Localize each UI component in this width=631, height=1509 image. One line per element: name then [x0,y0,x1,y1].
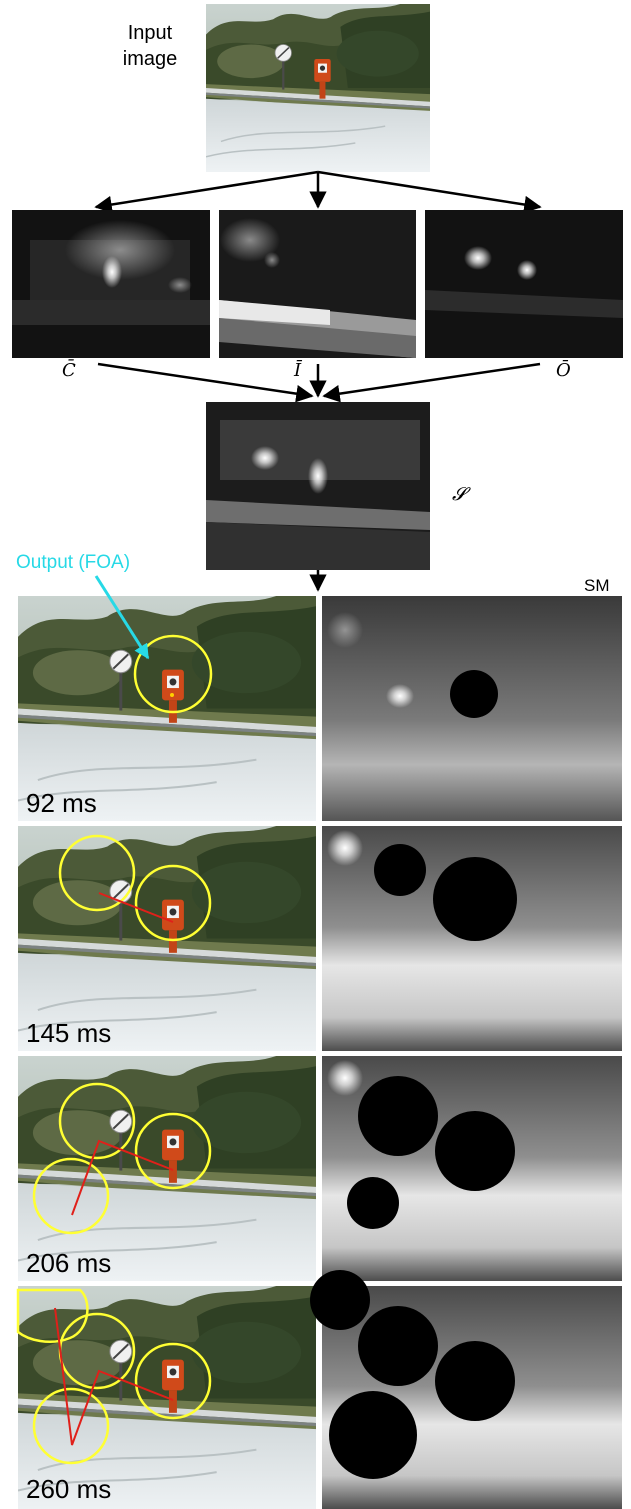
frame-145ms-sm [322,826,622,1051]
frame-92ms-image [18,596,316,821]
frame-time-label: 260 ms [26,1474,112,1504]
output-foa-label: Output (FOA) [16,552,131,573]
frame-206ms-sm [322,1056,622,1281]
frame-time-label: 206 ms [26,1248,112,1278]
frame-time-label: 92 ms [26,788,97,818]
saliency-map [206,402,430,570]
merge-arrows [97,362,541,403]
saliency-map-label: 𝓢 [452,484,466,505]
color-map-label: C̄ [62,360,76,381]
frame-260ms-sm [310,1270,622,1509]
orientation-map [425,210,623,358]
frame-145ms-image [18,826,316,1051]
output-foa-arrow [94,575,150,660]
input-image [206,4,430,172]
input-image-label: Input image [100,20,200,72]
fixation-circle [133,634,213,714]
intensity-map-label: Ī [294,360,302,381]
intensity-map [219,210,416,358]
color-map [12,210,210,358]
input-label-line2: image [122,48,178,70]
frame-92ms-sm [322,596,622,821]
input-label-line1: Input [127,22,173,44]
sm-label: SM [584,576,610,595]
frame-206ms-image [18,1056,316,1281]
frame-260ms-image [16,1286,316,1509]
frame-time-label: 145 ms [26,1018,112,1048]
orientation-map-label: Ō [556,360,571,381]
split-arrows [94,170,542,214]
